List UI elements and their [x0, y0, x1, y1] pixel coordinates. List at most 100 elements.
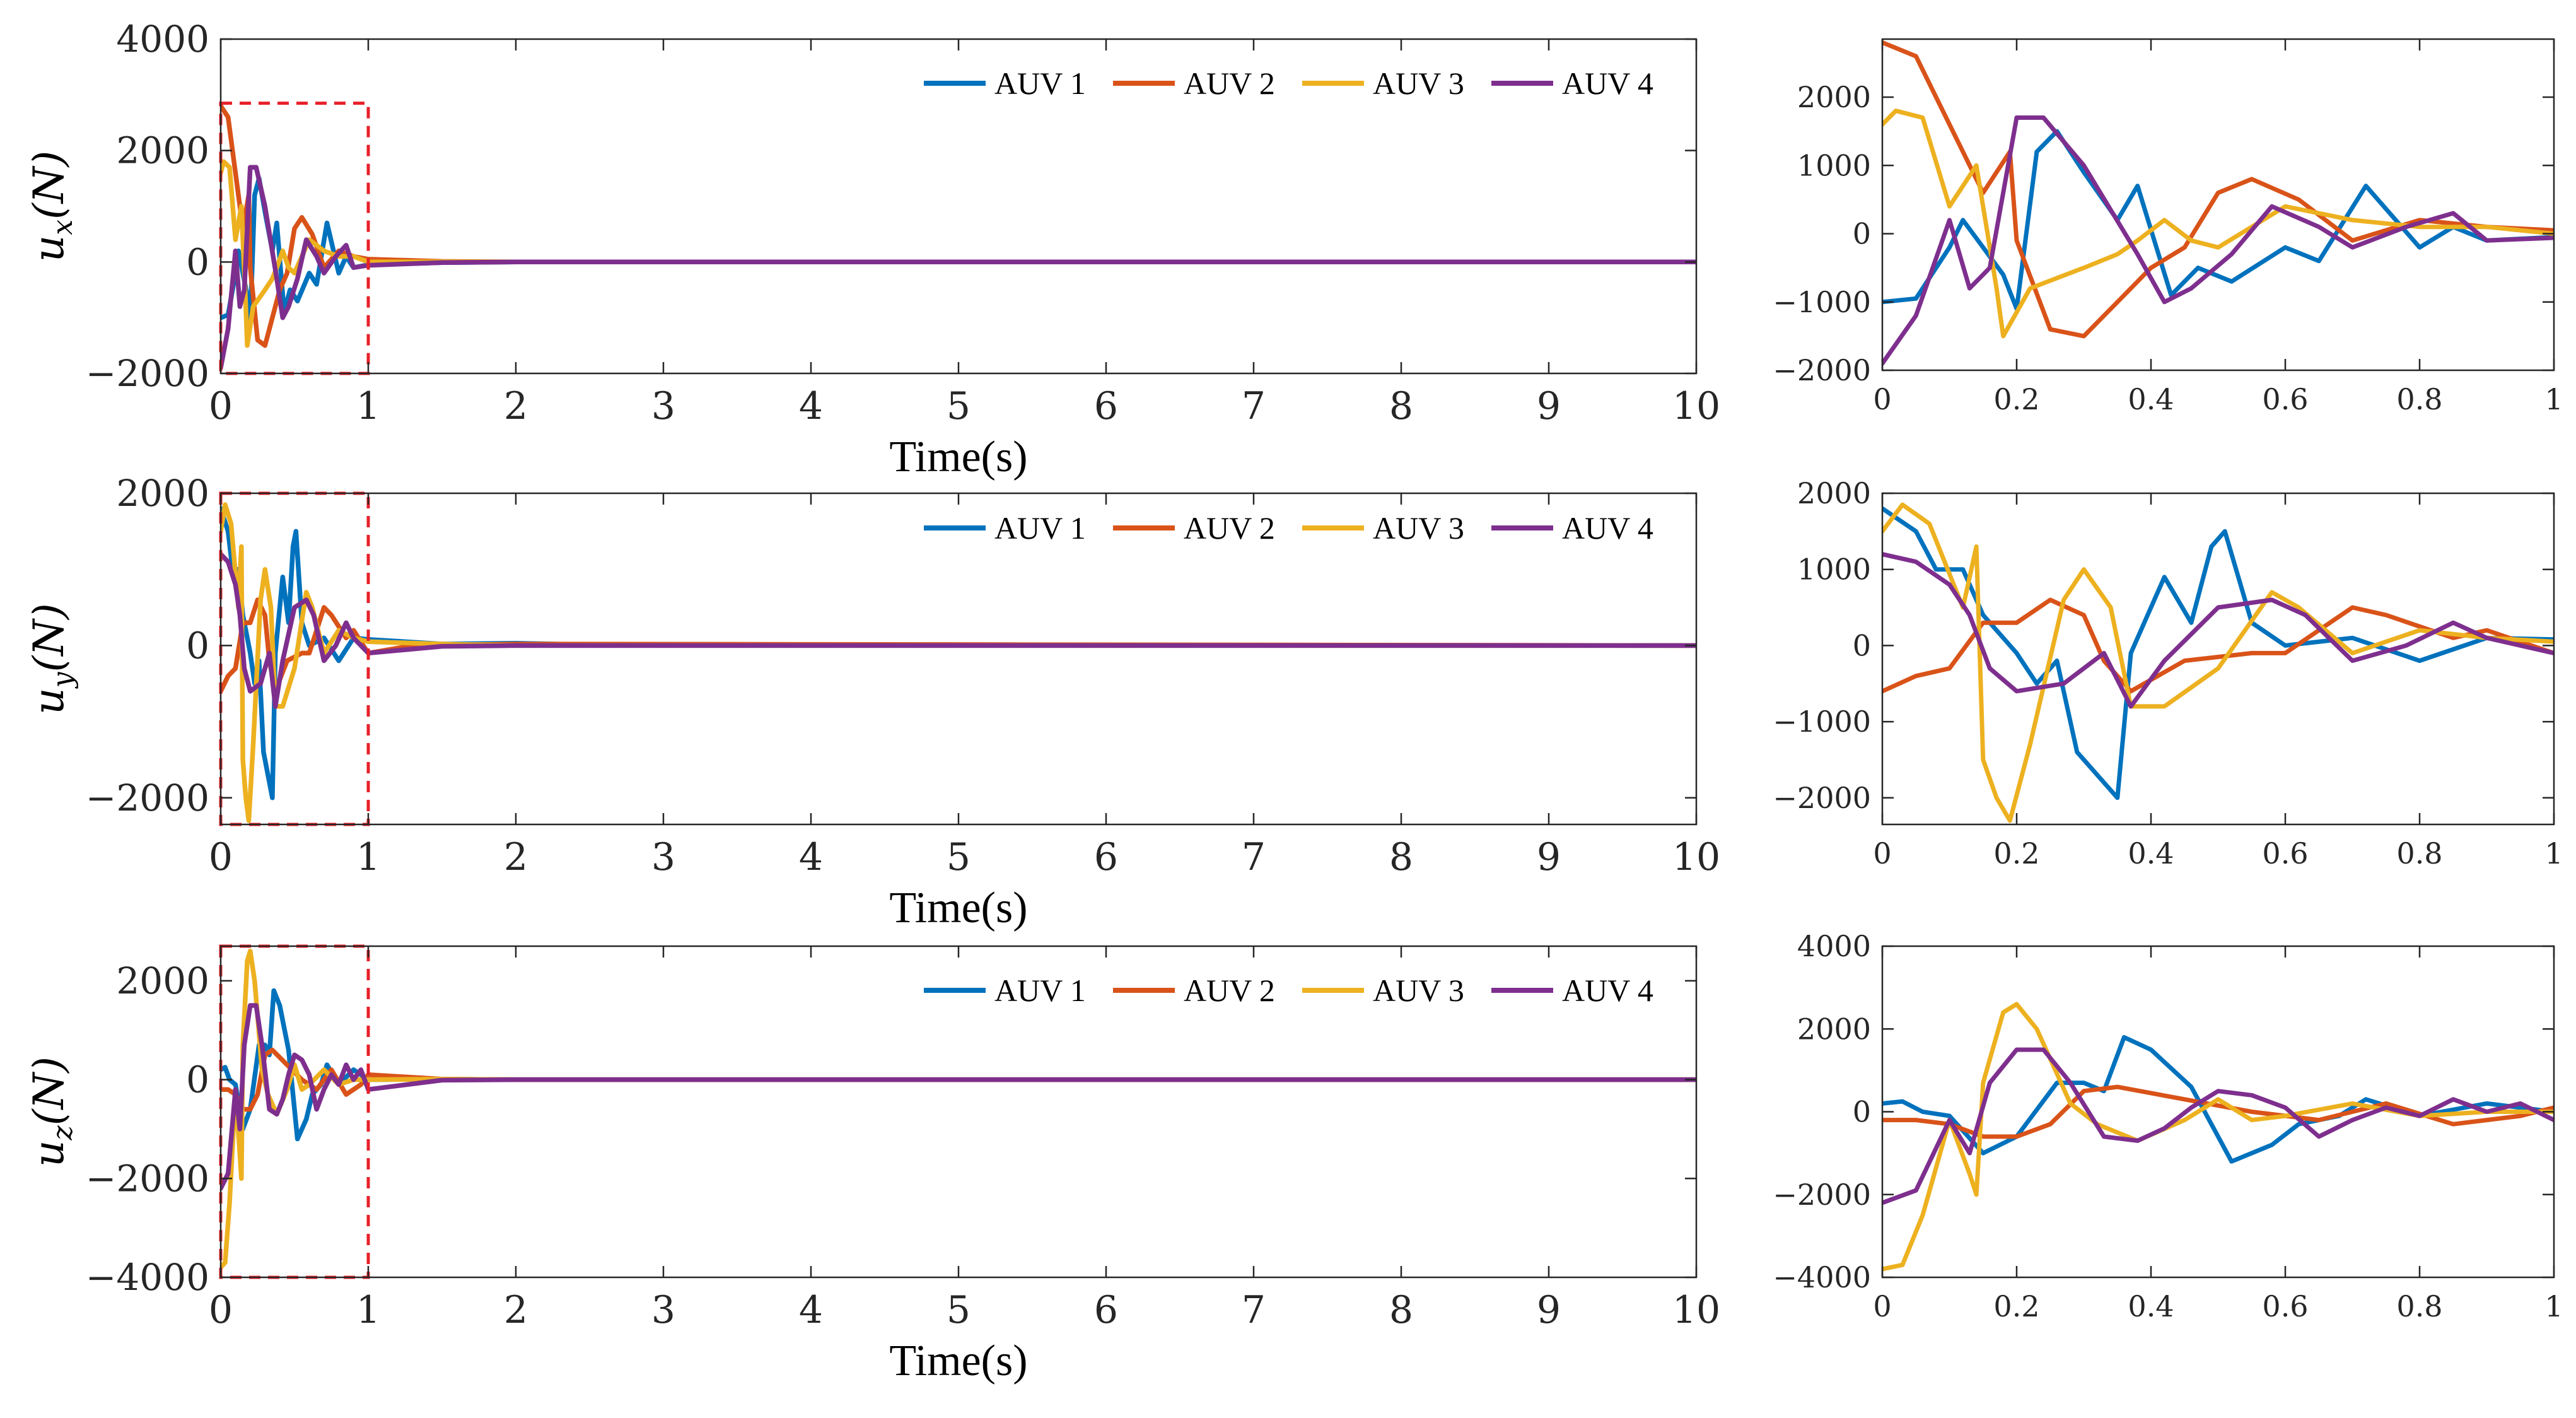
y-label-subscript: y	[47, 671, 79, 689]
x-tick-label: 0	[209, 835, 233, 879]
plot-area	[221, 493, 1696, 824]
x-tick-label: 9	[1537, 1288, 1561, 1332]
series-line-auv-4	[1882, 552, 2554, 709]
x-tick-label: 10	[1672, 835, 1720, 879]
legend-label: AUV 4	[1562, 510, 1653, 546]
y-tick-label: −2000	[1773, 781, 1871, 815]
x-tick-label: 3	[651, 384, 675, 428]
y-tick-label: −2000	[86, 352, 209, 395]
x-tick-label: 0.6	[2262, 382, 2308, 416]
x-tick-label: 0.4	[2128, 836, 2174, 870]
y-tick-label: −1000	[1773, 705, 1871, 739]
y-tick-label: 0	[186, 1058, 209, 1101]
legend-label: AUV 2	[1184, 973, 1275, 1008]
legend-label: AUV 2	[1184, 510, 1275, 546]
uz-zoom-axes: 0 0.2 0.4 0.6 0.8 1 −4000 −2000 0 2000 4000	[1773, 929, 2563, 1323]
x-axis-label: Time(s)	[889, 1337, 1027, 1385]
series-line-auv-2	[1882, 597, 2554, 694]
x-tick-label: 2	[504, 384, 528, 428]
legend-label: AUV 1	[994, 973, 1086, 1008]
y-tick-label: −2000	[86, 1157, 209, 1200]
series-group	[221, 949, 1696, 1270]
y-tick-label: −4000	[1773, 1260, 1871, 1294]
x-tick-label: 6	[1094, 1288, 1118, 1332]
ux-full-axes: 0 1 2 3 4 5 6 7 8 9 10−2000020004000Time(s)ux(N)AU…	[25, 18, 1720, 481]
x-tick-label: 0	[1873, 1289, 1891, 1323]
series-line-auv-4	[221, 1003, 1696, 1191]
y-tick-label: 0	[1853, 217, 1871, 251]
x-axis-label: Time(s)	[889, 884, 1027, 932]
x-tick-label: 0	[209, 384, 233, 428]
axes-frame	[1881, 492, 2555, 826]
x-tick-label: 3	[651, 835, 675, 879]
y-tick-label: 2000	[1797, 476, 1871, 510]
y-label-subscript: z	[47, 1125, 79, 1140]
x-tick-label: 3	[651, 1288, 675, 1332]
series-group	[221, 103, 1696, 370]
x-tick-label: 10	[1672, 1288, 1720, 1332]
y-tick-label: 1000	[1797, 553, 1871, 587]
uz-full-axes: 0 1 2 3 4 5 6 7 8 9 10 −4000 −2000 0 2000 Time(s) uz(N) A…	[25, 944, 1720, 1385]
series-line-auv-1	[1882, 1034, 2554, 1164]
series-group	[221, 502, 1696, 823]
x-tick-label: 1	[356, 384, 380, 428]
series-group	[1882, 502, 2554, 823]
series-group	[1882, 1002, 2554, 1272]
x-tick-label: 9	[1537, 384, 1561, 428]
y-tick-label: 1000	[1797, 148, 1871, 182]
y-axis-label: ux(N)	[25, 151, 79, 262]
x-tick-label: 2	[504, 835, 528, 879]
x-tick-label: 1	[2544, 382, 2563, 416]
x-tick-label: 0.8	[2396, 836, 2442, 870]
x-tick-label: 4	[799, 835, 823, 879]
y-label-unit: (N)	[25, 151, 73, 220]
x-tick-label: 5	[947, 1288, 970, 1332]
series-line-auv-4	[221, 165, 1696, 370]
x-tick-label: 1	[2544, 1289, 2563, 1323]
legend-label: AUV 3	[1373, 66, 1464, 101]
axes-frame	[1881, 38, 2555, 372]
x-tick-label: 1	[356, 835, 380, 879]
x-tick-label: 0.2	[1993, 382, 2039, 416]
y-tick-label: 4000	[1797, 929, 1871, 963]
x-tick-label: 4	[799, 384, 823, 428]
x-tick-label: 0.2	[1993, 836, 2039, 870]
x-tick-label: 0.8	[2396, 382, 2442, 416]
y-tick-label: 2000	[1797, 1012, 1871, 1046]
x-tick-label: 0	[1873, 836, 1891, 870]
series-line-auv-3	[1882, 108, 2554, 339]
plot-area	[221, 946, 1696, 1277]
x-tick-label: 0.6	[2262, 836, 2308, 870]
legend: AUV 1 AUV 2 AUV 3 AUV 4	[924, 66, 1653, 101]
y-axis-label: uy(N)	[25, 603, 79, 715]
y-tick-label: −1000	[1773, 285, 1871, 319]
y-tick-label: −4000	[86, 1256, 209, 1299]
y-tick-label: 0	[1853, 1095, 1871, 1129]
x-tick-label: 0.4	[2128, 382, 2174, 416]
x-tick-label: 0	[1873, 382, 1891, 416]
y-tick-label: −2000	[1773, 1178, 1871, 1212]
y-tick-label: 0	[186, 624, 209, 667]
y-tick-label: 2000	[116, 129, 209, 172]
y-tick-label: 0	[1853, 628, 1871, 662]
y-tick-label: 2000	[116, 959, 209, 1002]
y-tick-label: 2000	[116, 472, 209, 515]
y-label-base: u	[25, 235, 73, 262]
y-tick-label: 0	[186, 240, 209, 283]
x-tick-label: 7	[1242, 384, 1266, 428]
series-line-auv-3	[1882, 502, 2554, 823]
uy-zoom-axes: 0 0.2 0.4 0.6 0.8 1 −2000 −1000 0 1000 2000	[1773, 476, 2563, 870]
y-axis-label: uz(N)	[25, 1057, 79, 1167]
legend-label: AUV 3	[1373, 510, 1464, 546]
series-line-auv-1	[1882, 506, 2554, 800]
x-tick-label: 0.2	[1993, 1289, 2039, 1323]
series-line-auv-4	[221, 551, 1696, 709]
plot-area	[221, 39, 1696, 373]
x-tick-label: 4	[799, 1288, 823, 1332]
x-tick-label: 1	[2544, 836, 2563, 870]
legend-label: AUV 4	[1562, 66, 1653, 101]
legend-label: AUV 1	[994, 66, 1086, 101]
legend-label: AUV 1	[994, 510, 1086, 546]
